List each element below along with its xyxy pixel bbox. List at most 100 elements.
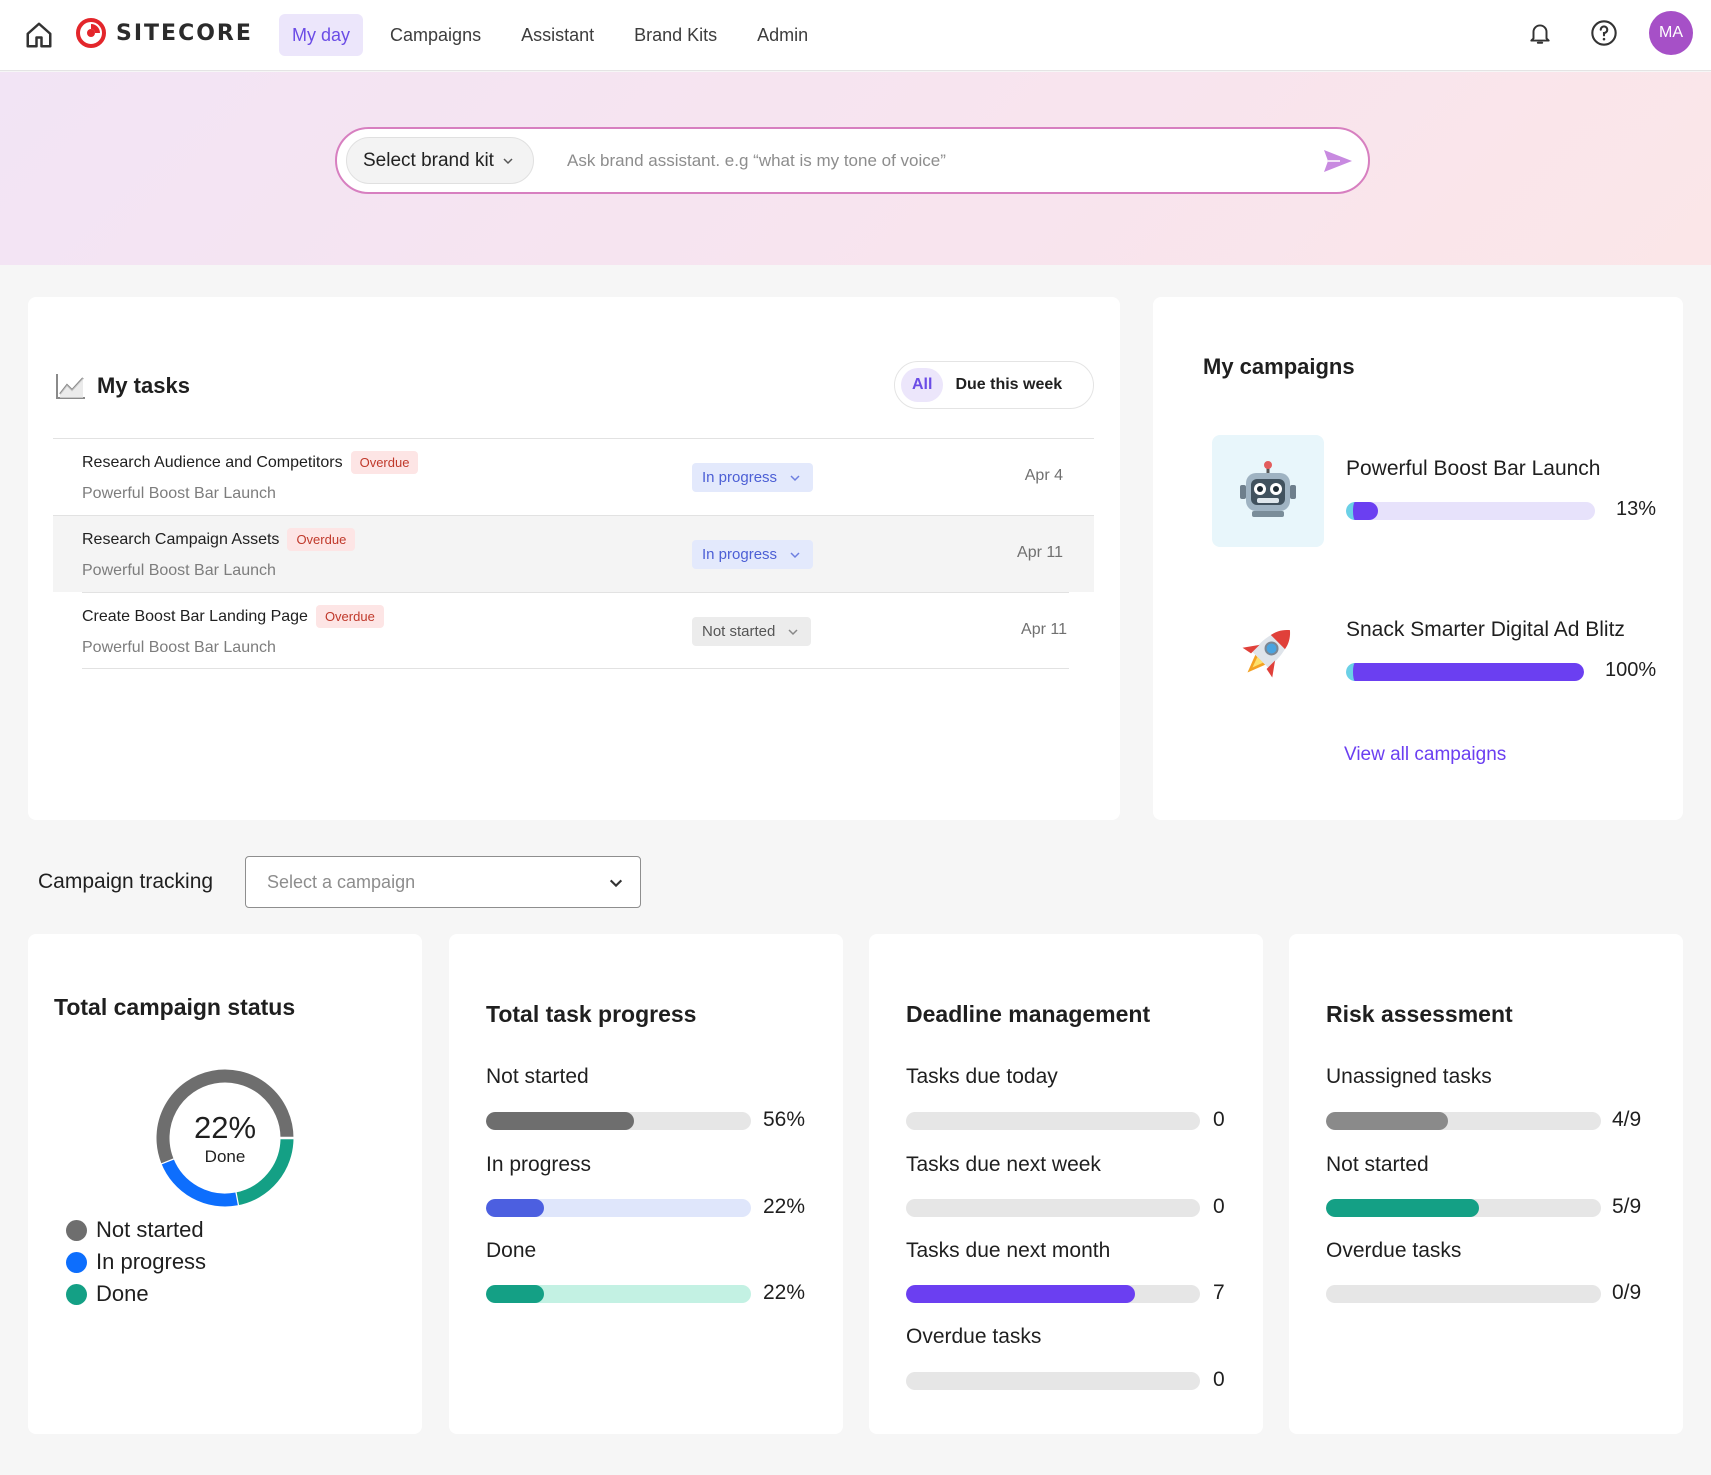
- progress-row-label: Not started: [486, 1065, 589, 1088]
- task-due-date: Apr 4: [1024, 467, 1063, 484]
- deadline-row-label: Overdue tasks: [906, 1325, 1042, 1348]
- donut-label: Done: [204, 1146, 246, 1166]
- brand-assistant-searchbar: Select brand kit: [335, 127, 1370, 194]
- task-title[interactable]: Create Boost Bar Landing Page: [82, 607, 308, 625]
- deadline-row-label: Tasks due today: [906, 1065, 1058, 1088]
- notifications-button[interactable]: [1521, 14, 1559, 52]
- legend-label: In progress: [96, 1249, 207, 1274]
- send-icon[interactable]: [1322, 147, 1354, 175]
- nav-admin[interactable]: Admin: [757, 24, 809, 45]
- user-avatar[interactable]: MA: [1649, 11, 1693, 55]
- task-campaign: Powerful Boost Bar Launch: [82, 639, 276, 656]
- nav-my-day[interactable]: My day: [279, 14, 364, 56]
- help-button[interactable]: [1585, 14, 1623, 52]
- deadline-management-card: Deadline management Tasks due today 0 Ta…: [869, 934, 1263, 1434]
- overdue-badge: Overdue: [287, 528, 356, 551]
- campaign-item[interactable]: Snack Smarter Digital Ad Blitz 100%: [1212, 596, 1656, 708]
- task-title[interactable]: Research Audience and Competitors: [82, 453, 343, 471]
- task-status-dropdown[interactable]: In progress: [692, 463, 814, 492]
- home-icon[interactable]: [24, 20, 54, 50]
- chevron-down-icon: [790, 551, 800, 558]
- campaign-name[interactable]: Snack Smarter Digital Ad Blitz: [1346, 618, 1625, 641]
- donut-segment-not-started: [156, 1069, 294, 1164]
- logo-text: SITECORE: [116, 20, 253, 46]
- risk-bar: [1326, 1112, 1601, 1130]
- task-status-dropdown[interactable]: In progress: [692, 540, 814, 569]
- progress-row-value: 56%: [763, 1108, 806, 1131]
- progress-bar: [486, 1199, 751, 1217]
- task-row[interactable]: Research Audience and Competitors Overdu…: [53, 438, 1094, 515]
- legend-item: In progress: [66, 1246, 206, 1278]
- nav-assistant[interactable]: Assistant: [521, 24, 595, 45]
- task-status-dropdown[interactable]: Not started: [692, 617, 812, 646]
- risk-row-value: 0/9: [1612, 1281, 1642, 1304]
- my-tasks-card: My tasks All Due this week Research Audi…: [28, 297, 1120, 820]
- my-campaigns-title: My campaigns: [1203, 354, 1355, 379]
- legend-label: Done: [96, 1281, 149, 1306]
- brand-assistant-input[interactable]: [567, 143, 1267, 179]
- risk-bar-fill: [1326, 1112, 1449, 1130]
- risk-assessment-card: Risk assessment Unassigned tasks 4/9 Not…: [1289, 934, 1683, 1434]
- task-row[interactable]: Create Boost Bar Landing Page Overdue Po…: [82, 592, 1069, 669]
- total-campaign-status-card: Total campaign status 22% Done Not start…: [28, 934, 422, 1434]
- chevron-down-icon: [609, 879, 623, 888]
- my-tasks-header: My tasks: [55, 372, 190, 400]
- donut-legend: Not started In progress Done: [66, 1214, 206, 1310]
- campaign-tracking-label: Campaign tracking: [38, 870, 214, 893]
- donut-segment-done: [235, 1137, 294, 1206]
- campaign-select[interactable]: Select a campaign: [245, 856, 641, 908]
- help-icon: [1591, 20, 1617, 46]
- chevron-down-icon: [503, 157, 513, 164]
- chevron-down-icon: [788, 628, 798, 635]
- campaign-status-donut: 22% Done: [148, 1061, 302, 1215]
- sitecore-logo[interactable]: SITECORE: [76, 18, 253, 48]
- donut-segment-in-progress: [161, 1158, 238, 1207]
- campaign-progress-percent: 13%: [1616, 498, 1657, 520]
- deadline-row-value: 0: [1213, 1368, 1225, 1391]
- campaign-item[interactable]: Powerful Boost Bar Launch 13%: [1212, 435, 1656, 547]
- task-row[interactable]: Research Campaign Assets Overdue Powerfu…: [53, 515, 1094, 592]
- progress-row-value: 22%: [763, 1281, 806, 1304]
- rocket-icon: [1212, 596, 1324, 708]
- campaign-select-placeholder: Select a campaign: [267, 871, 416, 892]
- task-title[interactable]: Research Campaign Assets: [82, 530, 280, 548]
- total-campaign-status-title: Total campaign status: [54, 994, 296, 1020]
- campaign-progress-bar: [1346, 502, 1595, 520]
- brand-kit-select-label: Select brand kit: [363, 149, 494, 171]
- risk-row-label: Not started: [1326, 1153, 1429, 1176]
- risk-row-label: Overdue tasks: [1326, 1239, 1462, 1262]
- filter-due-this-week-button[interactable]: Due this week: [955, 376, 1063, 393]
- donut-percent: 22%: [193, 1109, 257, 1145]
- brand-kit-select[interactable]: Select brand kit: [346, 137, 534, 184]
- chevron-down-icon: [790, 474, 800, 481]
- campaign-progress-fill: [1346, 502, 1379, 520]
- campaign-progress-bar: [1346, 663, 1584, 681]
- nav-campaigns[interactable]: Campaigns: [390, 24, 482, 45]
- legend-label: Not started: [96, 1217, 204, 1242]
- view-all-campaigns-link[interactable]: View all campaigns: [1344, 744, 1507, 765]
- legend-dot: [66, 1283, 87, 1305]
- filter-all-button[interactable]: All: [901, 368, 944, 402]
- donut-chart: [154, 1069, 300, 1212]
- bell-icon: [1530, 24, 1550, 44]
- task-campaign: Powerful Boost Bar Launch: [82, 562, 276, 579]
- top-right-actions: MA: [1521, 11, 1693, 55]
- task-status-label: In progress: [702, 469, 778, 486]
- legend-item: Not started: [66, 1214, 206, 1246]
- legend-dot: [66, 1219, 87, 1241]
- task-campaign: Powerful Boost Bar Launch: [82, 485, 276, 502]
- deadline-bar: [906, 1285, 1200, 1303]
- campaign-name[interactable]: Powerful Boost Bar Launch: [1346, 457, 1601, 480]
- nav-brand-kits[interactable]: Brand Kits: [634, 24, 718, 45]
- risk-row-value: 5/9: [1612, 1195, 1642, 1218]
- deadline-row-value: 0: [1213, 1108, 1225, 1131]
- top-navigation-bar: SITECORE My day Campaigns Assistant Bran…: [0, 0, 1711, 71]
- progress-bar-fill: [486, 1199, 545, 1217]
- deadline-bar: [906, 1199, 1200, 1217]
- risk-row-label: Unassigned tasks: [1326, 1065, 1492, 1088]
- progress-row-label: In progress: [486, 1153, 592, 1176]
- chart-line-icon: [56, 374, 85, 399]
- sitecore-logo-icon: [76, 18, 106, 48]
- campaign-progress-percent: 100%: [1605, 659, 1657, 681]
- risk-bar-fill: [1326, 1199, 1479, 1217]
